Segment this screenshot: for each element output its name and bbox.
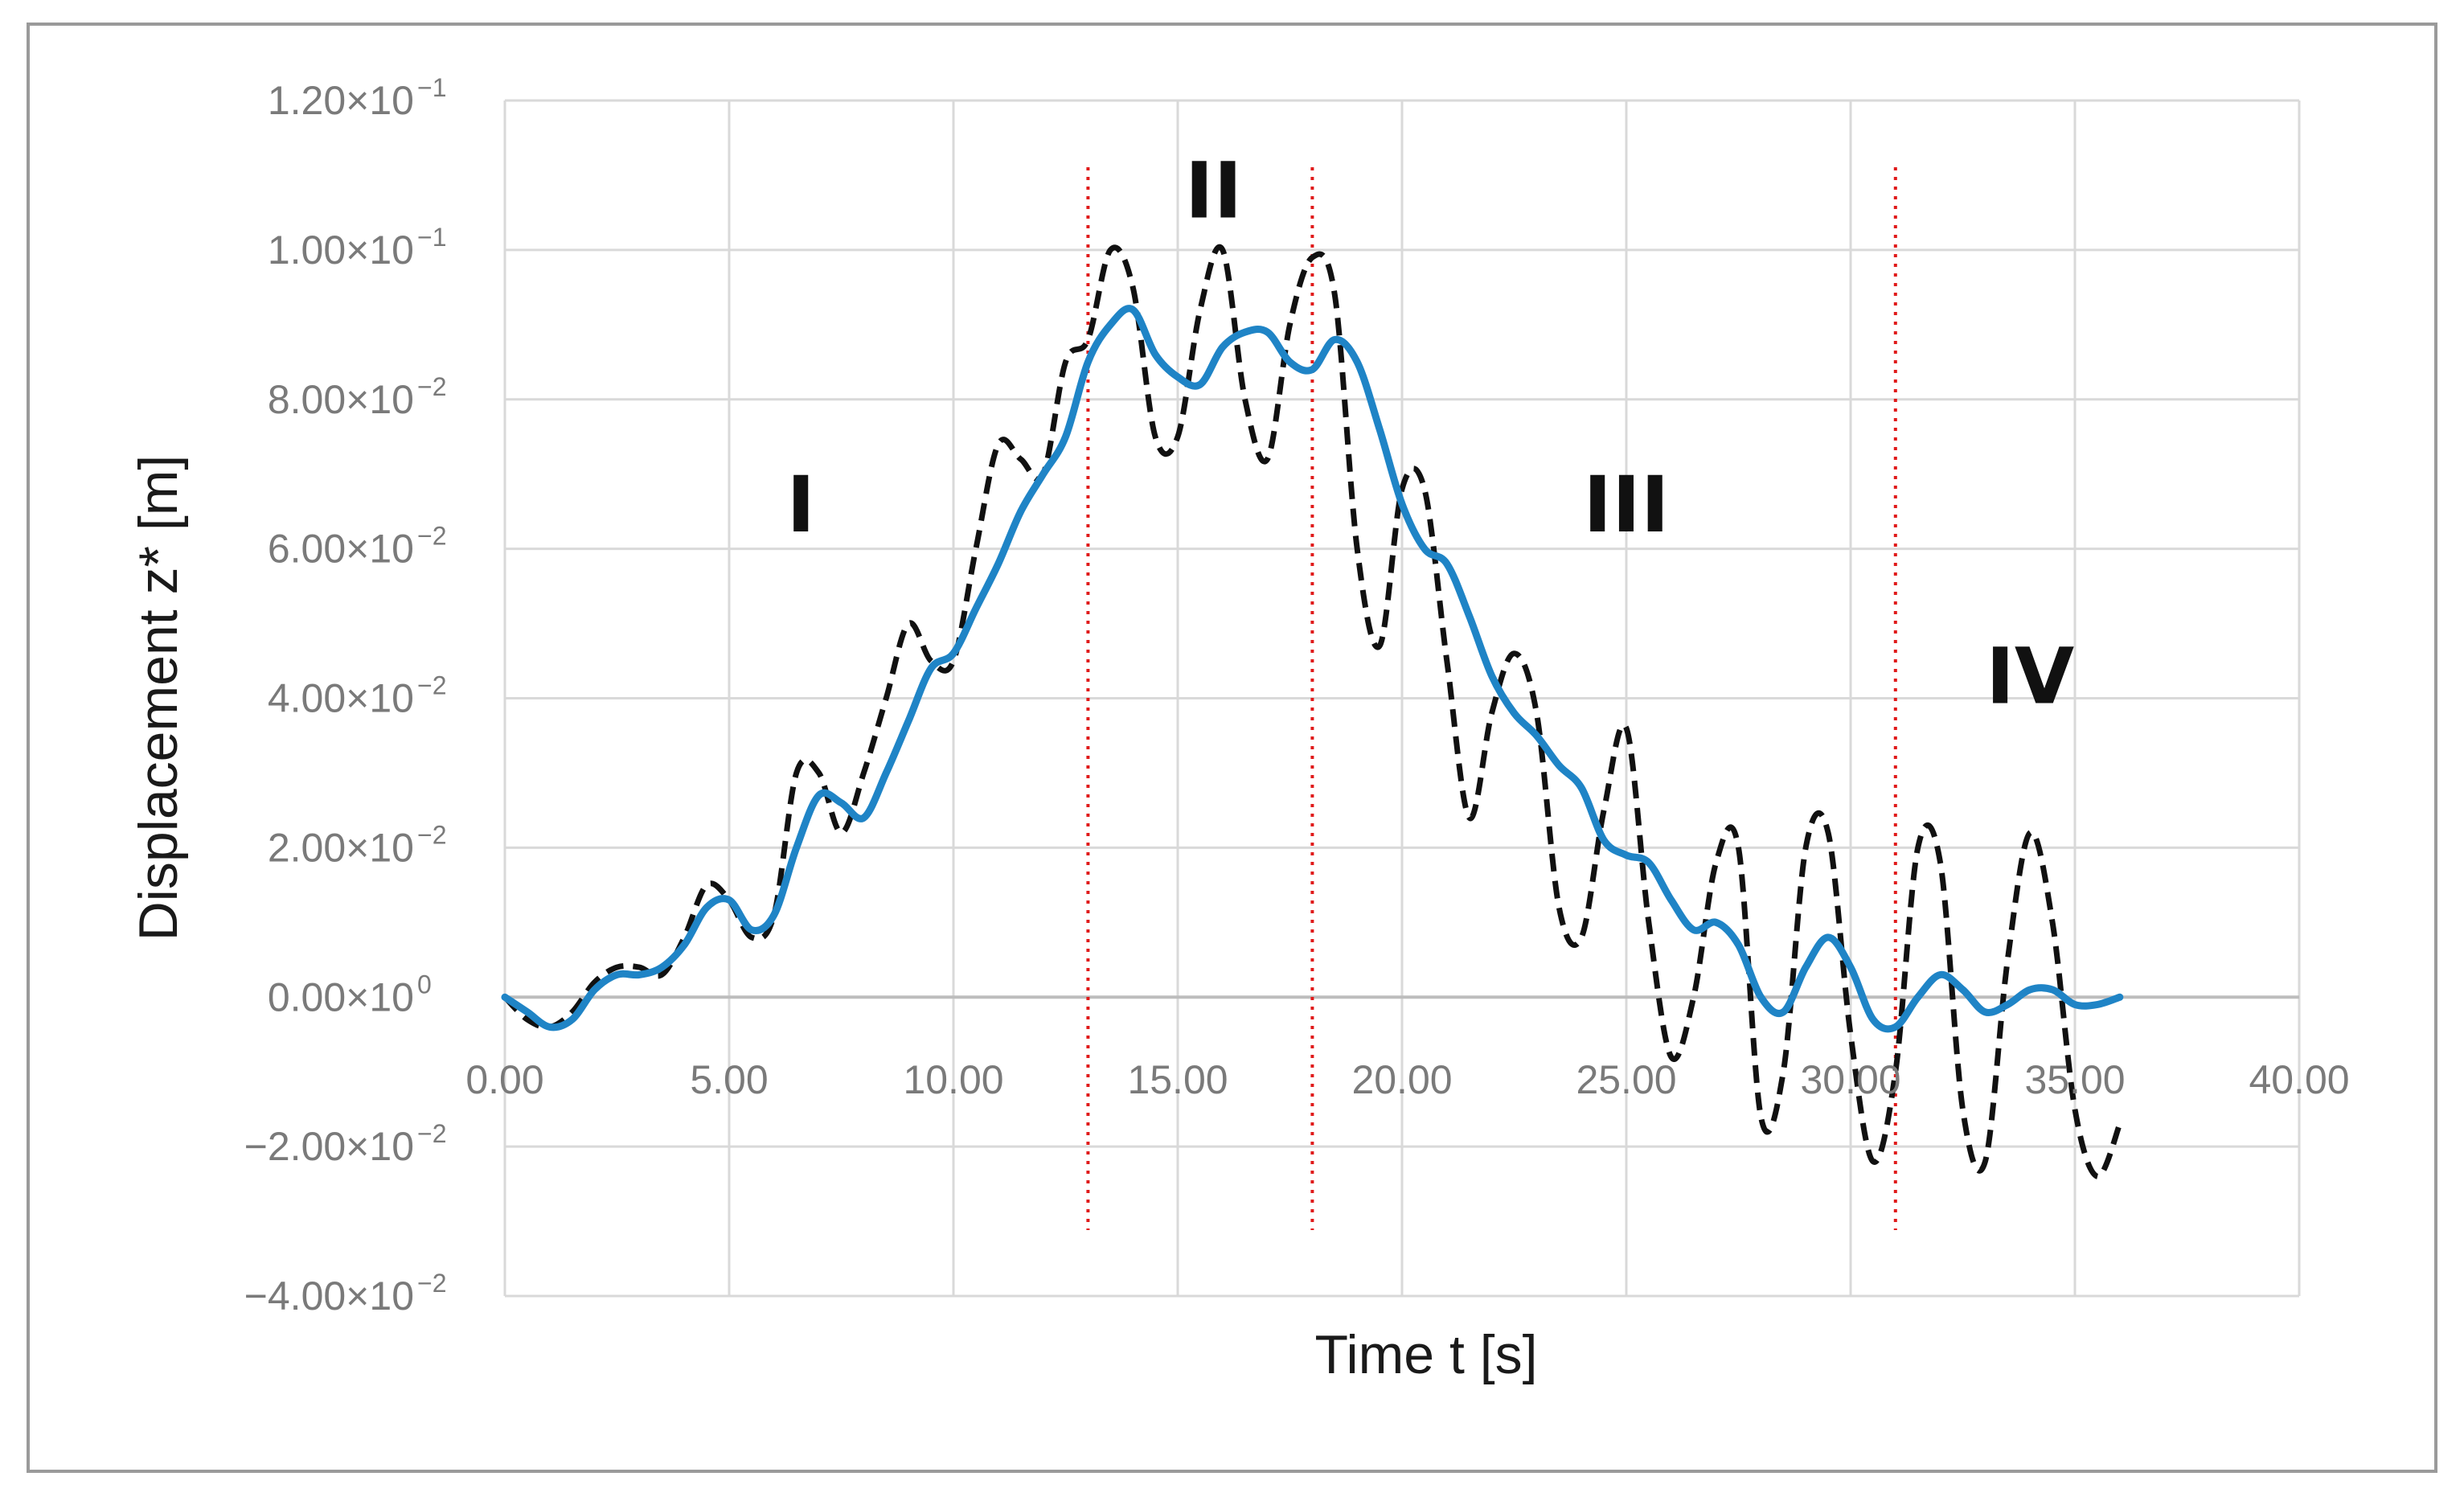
y-tick-mantissa: 1.00×10 <box>268 228 414 273</box>
x-tick-label-5: 25.00 <box>1576 1057 1676 1102</box>
series-layer <box>501 244 2124 1179</box>
x-tick-label-0: 0.00 <box>465 1057 543 1102</box>
x-tick-label-4: 20.00 <box>1351 1057 1452 1102</box>
y-tick-labels: 1.20×10 −11.00×10 −18.00×10 −26.00×10 −24.00… <box>244 73 447 1319</box>
x-tick-label-6: 30.00 <box>1800 1057 1900 1102</box>
y-tick-label-5: 2.00×10 −2 <box>268 820 447 870</box>
x-tick-label-3: 15.00 <box>1127 1057 1228 1102</box>
region-label-2: II <box>1185 146 1242 236</box>
y-tick-exponent: −2 <box>417 372 446 401</box>
x-tick-label-1: 5.00 <box>690 1057 768 1102</box>
y-tick-mantissa: 2.00×10 <box>268 825 414 870</box>
y-tick-exponent: −2 <box>417 1119 446 1148</box>
y-tick-mantissa: 6.00×10 <box>268 527 414 572</box>
y-tick-exponent: −2 <box>417 671 446 700</box>
y-tick-mantissa: 0.00×10 <box>268 974 414 1019</box>
y-tick-mantissa: 8.00×10 <box>268 377 414 422</box>
x-tick-labels: 0.00 5.00 10.00 15.00 20.00 25.00 30.00 35.00 40… <box>465 1057 2349 1102</box>
x-axis-title: Time t [s] <box>1314 1324 1537 1385</box>
y-tick-mantissa: 1.20×10 <box>268 78 414 123</box>
y-tick-exponent: 0 <box>417 970 432 999</box>
y-tick-label-6: 0.00×10 0 <box>268 970 432 1019</box>
region-label-3: III <box>1583 460 1669 550</box>
y-tick-exponent: −1 <box>417 223 446 252</box>
y-tick-label-1: 1.00×10 −1 <box>268 223 447 273</box>
y-tick-exponent: −2 <box>417 1269 446 1298</box>
y-axis-title: Displacement z* [m] <box>128 455 189 941</box>
y-tick-mantissa: −4.00×10 <box>244 1273 414 1319</box>
y-tick-label-4: 4.00×10 −2 <box>268 671 447 721</box>
region-label-4: IV <box>1986 632 2074 722</box>
y-tick-label-2: 8.00×10 −2 <box>268 372 447 422</box>
x-tick-label-8: 40.00 <box>2249 1057 2349 1102</box>
region-dividers <box>1086 167 1897 1230</box>
region-label-1: I <box>786 460 815 550</box>
y-tick-label-8: −4.00×10 −2 <box>244 1269 447 1319</box>
y-tick-mantissa: 4.00×10 <box>268 676 414 721</box>
x-tick-label-7: 35.00 <box>2024 1057 2125 1102</box>
series-solid-line <box>501 305 2124 1033</box>
y-tick-exponent: −2 <box>417 522 446 551</box>
series-dashed-line <box>502 244 2123 1179</box>
x-tick-label-2: 10.00 <box>903 1057 1003 1102</box>
y-tick-label-3: 6.00×10 −2 <box>268 522 447 572</box>
y-tick-exponent: −2 <box>417 820 446 849</box>
y-tick-label-7: −2.00×10 −2 <box>244 1119 447 1169</box>
y-tick-label-0: 1.20×10 −1 <box>268 73 447 123</box>
y-tick-mantissa: −2.00×10 <box>244 1124 414 1169</box>
chart-frame <box>27 23 2437 1473</box>
y-tick-exponent: −1 <box>417 73 446 102</box>
